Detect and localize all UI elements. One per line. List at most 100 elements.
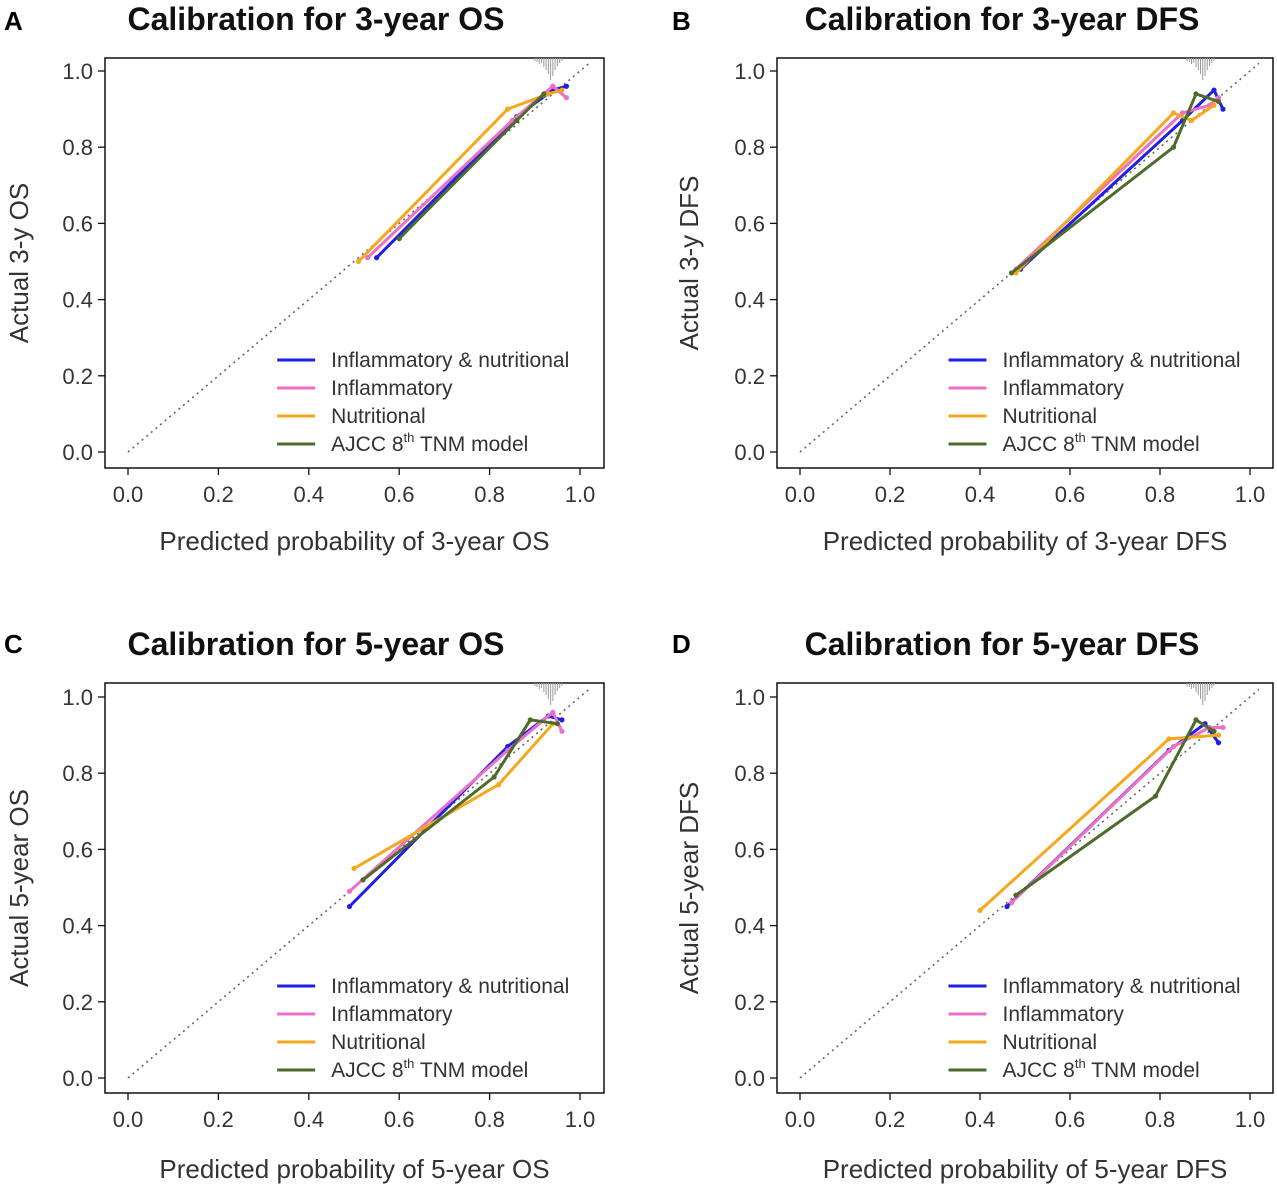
series-ajcc-8th-tnm-model xyxy=(396,91,547,242)
series-nutritional xyxy=(977,732,1222,913)
panel-letter: B xyxy=(672,6,691,36)
legend-label: Nutritional xyxy=(1003,405,1098,428)
data-point xyxy=(396,236,402,242)
legend-label: Nutritional xyxy=(1003,1031,1098,1054)
data-point xyxy=(1215,95,1222,101)
x-tick-label: 0.4 xyxy=(294,1107,325,1132)
data-point xyxy=(374,255,380,261)
y-tick-label: 0.2 xyxy=(734,990,765,1015)
y-tick-label: 0.2 xyxy=(62,990,93,1015)
x-tick-label: 1.0 xyxy=(565,482,596,507)
x-tick-label: 1.0 xyxy=(1235,1107,1266,1132)
data-point xyxy=(1008,900,1015,906)
y-tick-label: 0.2 xyxy=(62,364,93,389)
x-tick-label: 1.0 xyxy=(1235,482,1266,507)
legend-label: Nutritional xyxy=(331,405,426,428)
y-tick-label: 0.8 xyxy=(734,761,765,786)
x-tick-label: 0.0 xyxy=(785,482,816,507)
data-point xyxy=(346,903,353,910)
data-point xyxy=(1170,110,1177,116)
y-tick-label: 0.2 xyxy=(734,364,765,389)
x-tick-label: 0.2 xyxy=(875,1107,906,1132)
data-point xyxy=(1008,270,1015,276)
x-axis-label: Predicted probability of 3-year DFS xyxy=(823,526,1228,556)
data-point xyxy=(1170,144,1177,150)
data-point xyxy=(514,117,520,124)
data-point xyxy=(355,258,362,265)
y-axis-label: Actual 3-y OS xyxy=(4,183,34,343)
prediction-rug xyxy=(1186,683,1215,705)
data-point xyxy=(505,106,511,112)
data-point xyxy=(491,774,497,780)
data-point xyxy=(545,91,551,97)
series-inflammatory-nutritional xyxy=(346,713,565,910)
data-point xyxy=(360,877,366,883)
x-tick-label: 0.0 xyxy=(113,482,144,507)
series-ajcc-8th-tnm-model xyxy=(360,717,561,883)
data-point xyxy=(1215,732,1222,738)
x-tick-label: 0.6 xyxy=(1055,1107,1086,1132)
y-axis-label: Actual 3-y DFS xyxy=(674,176,704,351)
y-tick-label: 0.0 xyxy=(62,1066,93,1091)
x-tick-label: 0.8 xyxy=(474,482,505,507)
data-point xyxy=(1220,724,1226,731)
data-point xyxy=(1193,717,1199,723)
legend-label: AJCC 8th TNM model xyxy=(331,1056,528,1082)
series-line xyxy=(362,718,558,882)
series-line xyxy=(978,733,1219,912)
data-point xyxy=(977,907,983,913)
y-tick-label: 0.4 xyxy=(734,288,765,313)
reference-diagonal xyxy=(127,62,590,453)
data-point xyxy=(554,721,561,727)
series-line xyxy=(1014,104,1215,274)
series-line xyxy=(398,92,545,240)
series-nutritional xyxy=(1013,102,1217,276)
prediction-rug xyxy=(534,683,563,705)
series-line xyxy=(1015,718,1215,897)
data-point xyxy=(1215,98,1222,105)
series-nutritional xyxy=(351,721,556,872)
series-line xyxy=(1010,92,1219,275)
chart-title: Calibration for 5-year OS xyxy=(128,626,505,662)
x-tick-label: 0.2 xyxy=(875,482,906,507)
data-point xyxy=(1170,743,1177,750)
data-point xyxy=(550,83,556,89)
y-axis-label: Actual 5-year DFS xyxy=(674,782,704,994)
y-tick-label: 0.0 xyxy=(734,1066,765,1091)
y-tick-label: 0.8 xyxy=(734,135,765,160)
panel-c: C Calibration for 5-year OS 0.0 0.2 0.4 0.6 0.… xyxy=(4,626,605,1184)
y-tick-label: 1.0 xyxy=(62,59,93,84)
legend-label: Inflammatory xyxy=(331,377,453,400)
y-tick-label: 0.6 xyxy=(62,211,93,236)
data-point xyxy=(559,728,565,734)
legend: Inflammatory & nutritional Inflammatory Nu… xyxy=(277,349,569,456)
series-line xyxy=(348,714,563,908)
data-point xyxy=(563,95,570,101)
legend-label: AJCC 8th TNM model xyxy=(331,430,528,456)
data-point xyxy=(1211,102,1217,108)
chart-title: Calibration for 5-year DFS xyxy=(805,626,1200,662)
data-point xyxy=(1152,793,1159,799)
data-point xyxy=(1188,117,1195,124)
series-ajcc-8th-tnm-model xyxy=(1013,717,1217,898)
series-line xyxy=(357,88,563,263)
plot-frame xyxy=(776,682,1274,1094)
x-axis-label: Predicted probability of 3-year OS xyxy=(159,526,549,556)
legend-label: Inflammatory & nutritional xyxy=(1003,349,1241,372)
legend: Inflammatory & nutritional Inflammatory Nu… xyxy=(948,975,1241,1082)
data-point xyxy=(1179,110,1186,116)
data-point xyxy=(1193,91,1199,97)
plot-frame xyxy=(104,682,605,1094)
panel-letter: A xyxy=(4,6,23,36)
y-tick-label: 0.6 xyxy=(62,837,93,862)
chart-title: Calibration for 3-year OS xyxy=(128,1,505,37)
y-axis-label: Actual 5-year OS xyxy=(4,789,34,987)
data-point xyxy=(364,255,371,261)
legend: Inflammatory & nutritional Inflammatory Nu… xyxy=(948,349,1241,456)
plot-frame xyxy=(104,57,605,469)
panel-letter: D xyxy=(672,629,691,659)
data-point xyxy=(1220,106,1226,112)
legend-label: Inflammatory xyxy=(1003,1003,1125,1026)
x-axis-label: Predicted probability of 5-year OS xyxy=(159,1154,549,1184)
legend: Inflammatory & nutritional Inflammatory Nu… xyxy=(277,975,569,1082)
